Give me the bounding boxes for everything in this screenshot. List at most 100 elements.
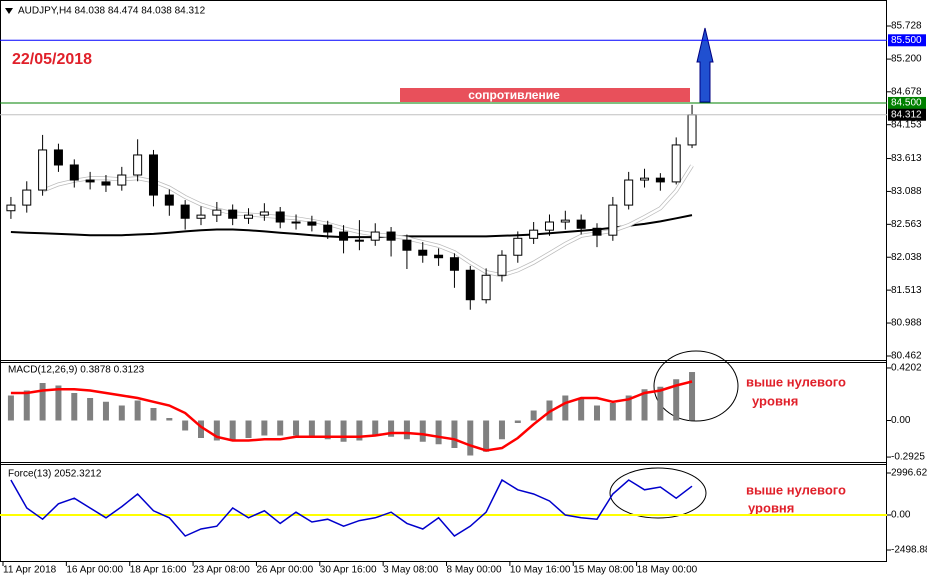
- x-tick-label: 26 Apr 00:00: [256, 565, 313, 576]
- candle-body: [53, 149, 63, 166]
- candle-body: [164, 194, 174, 206]
- macd-bar: [166, 418, 173, 421]
- price-level-label: 85.500: [891, 35, 922, 46]
- candle-body: [687, 114, 697, 146]
- x-tick-label: 10 May 16:00: [510, 565, 571, 576]
- price-level-label: 84.500: [891, 98, 922, 109]
- macd-bar: [293, 420, 300, 436]
- y-tick-label: 83.088: [891, 186, 922, 197]
- chart-title: AUDJPY,H4 84.038 84.474 84.038 84.312: [18, 6, 206, 17]
- candle-body: [576, 219, 586, 229]
- x-tick-label: 18 Apr 16:00: [130, 565, 187, 576]
- candle-body: [671, 144, 681, 183]
- candle-body: [38, 149, 48, 191]
- y-tick-label: 80.988: [891, 318, 922, 329]
- candle-body: [640, 177, 650, 181]
- macd-bar: [340, 420, 347, 442]
- macd-bar: [594, 405, 600, 421]
- macd-bar: [118, 405, 125, 421]
- macd-bar: [55, 385, 62, 421]
- candle-body: [22, 189, 32, 206]
- x-tick-label: 18 May 00:00: [637, 565, 698, 576]
- candle-body: [481, 274, 491, 301]
- candle-body: [244, 214, 254, 219]
- price-level-label: 84.312: [891, 109, 922, 120]
- price-level-tag: [888, 108, 926, 121]
- candle-body: [148, 154, 158, 196]
- ma-line: [10, 214, 693, 239]
- candle-body: [339, 231, 349, 241]
- macd-bar: [467, 420, 474, 456]
- force-title: Force(13) 2052.3212: [8, 469, 102, 480]
- x-tick-label: 23 Apr 08:00: [193, 565, 250, 576]
- y-tick-label: -0.2925: [891, 452, 925, 463]
- macd-bar: [198, 420, 204, 438]
- candle-body: [592, 227, 602, 236]
- y-tick-label: 85.728: [891, 21, 922, 32]
- macd-bar: [514, 420, 521, 423]
- macd-bar: [134, 400, 141, 421]
- candle-body: [307, 221, 317, 226]
- candle-body: [117, 174, 127, 186]
- price-level-tag: [888, 34, 926, 47]
- candle-body: [497, 254, 507, 276]
- candle-body: [85, 179, 95, 183]
- candle-body: [402, 239, 412, 251]
- macd-title: MACD(12,26,9) 0.3878 0.3123: [8, 365, 145, 376]
- y-tick-label: 0.00: [891, 415, 911, 426]
- highlight-ellipse: [653, 350, 739, 422]
- y-tick-label: 84.678: [891, 86, 922, 97]
- annotation: выше нулевого: [746, 374, 846, 389]
- candle-body: [196, 214, 206, 219]
- x-tick-label: 16 Apr 00:00: [66, 565, 123, 576]
- x-tick-label: 11 Apr 2018: [3, 565, 57, 576]
- x-tick-label: 8 May 00:00: [447, 565, 502, 576]
- y-tick-label: 85.200: [891, 54, 922, 65]
- x-tick-label: 3 May 08:00: [383, 565, 438, 576]
- y-tick-label: 82.563: [891, 219, 922, 230]
- price-level-tag: [888, 96, 926, 109]
- macd-bar: [308, 420, 315, 437]
- candle-body: [6, 204, 16, 212]
- macd-bar: [657, 386, 664, 421]
- candle-body: [228, 209, 238, 219]
- macd-bar: [245, 420, 252, 438]
- candle-body: [101, 181, 111, 186]
- candle-body: [291, 221, 301, 224]
- macd-bar: [403, 420, 410, 440]
- highlight-ellipse: [609, 467, 707, 519]
- macd-bar: [673, 379, 680, 421]
- macd-bar: [451, 420, 458, 448]
- y-tick-label: 84.153: [891, 119, 922, 130]
- candle-body: [323, 224, 333, 233]
- x-tick-label: 15 May 08:00: [573, 565, 634, 576]
- y-tick-label: 81.513: [891, 285, 922, 296]
- macd-signal: [10, 380, 693, 452]
- candle-body: [434, 254, 444, 259]
- macd-bar: [419, 420, 426, 442]
- candle-body: [69, 164, 79, 181]
- candle-body: [180, 204, 190, 219]
- macd-bar: [689, 372, 696, 421]
- y-tick-label: 0.4202: [891, 363, 922, 374]
- x-tick-label: 30 Apr 16:00: [320, 565, 377, 576]
- y-tick-label: 82.038: [891, 252, 922, 263]
- macd-bar: [609, 403, 616, 421]
- resistance-box: [400, 88, 690, 102]
- macd-bar: [213, 420, 220, 441]
- candle-body: [449, 257, 459, 271]
- macd-bar: [435, 420, 442, 445]
- force-line: [10, 478, 693, 537]
- annotation: уровня: [748, 500, 794, 515]
- macd-bar: [87, 398, 94, 421]
- candle-body: [560, 219, 570, 223]
- macd-bar: [530, 410, 537, 421]
- candle-body: [529, 229, 539, 239]
- macd-bar: [150, 408, 157, 421]
- macd-bar: [483, 420, 490, 452]
- candle-body: [465, 269, 475, 301]
- macd-bar: [578, 398, 585, 421]
- resistance-label: сопротивление: [468, 88, 560, 102]
- macd-bar: [182, 420, 189, 431]
